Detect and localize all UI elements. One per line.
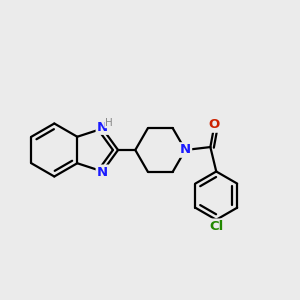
Text: N: N: [97, 166, 108, 179]
Text: N: N: [97, 121, 108, 134]
Text: O: O: [208, 118, 220, 131]
Text: N: N: [180, 143, 191, 157]
Text: Cl: Cl: [209, 220, 224, 233]
Text: H: H: [105, 118, 113, 128]
